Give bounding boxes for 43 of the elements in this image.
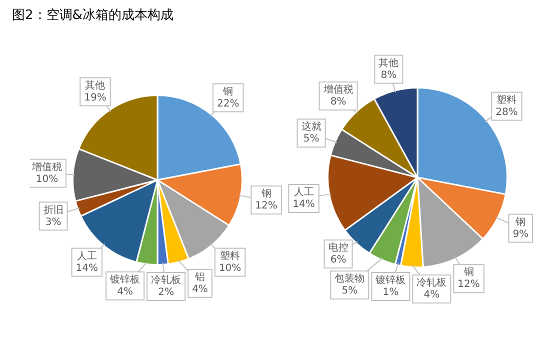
data-label: 14% — [76, 262, 98, 274]
data-label: 10% — [36, 174, 58, 185]
data-label: 2% — [158, 287, 174, 298]
data-label: 8% — [380, 70, 397, 81]
slice-label: 人工 — [294, 187, 314, 198]
slice-label: 增值税 — [322, 84, 354, 96]
data-label: 28% — [496, 106, 518, 118]
data-label: 6% — [330, 254, 346, 266]
data-label: 10% — [218, 262, 242, 274]
slice-label: 包装物 — [334, 272, 365, 285]
slice-label: 钢 — [260, 188, 272, 200]
slice-label: 塑料 — [496, 94, 517, 106]
slice-label: 钢 — [514, 216, 526, 228]
slice-label: 镀锌板 — [109, 274, 140, 286]
data-label: 3% — [45, 216, 62, 228]
slice-label: 电控 — [328, 242, 348, 254]
data-label: 1% — [382, 287, 399, 298]
data-label: 12% — [458, 279, 480, 290]
slice-label: 冷轧板 — [416, 276, 447, 289]
slice-label: 塑料 — [220, 250, 240, 262]
data-label: 19% — [84, 92, 106, 104]
slice-label: 增值税 — [30, 160, 62, 173]
data-label: 9% — [512, 228, 529, 240]
slice-label: 其他 — [378, 56, 399, 69]
slice-label: 人工 — [76, 250, 97, 262]
data-label: 5% — [342, 286, 358, 297]
slice-label: 铜 — [222, 86, 234, 98]
data-label: 8% — [330, 96, 346, 108]
chart-title: 图2：空调&冰箱的成本构成 — [12, 7, 174, 24]
data-label: 22% — [216, 98, 240, 110]
slice-label: 冷轧板 — [151, 274, 182, 286]
slice-label: 折旧 — [43, 204, 64, 216]
data-label: 12% — [255, 200, 278, 212]
slice-label: 其他 — [85, 79, 106, 92]
slice-label: 这就 — [301, 120, 322, 133]
data-label: 14% — [292, 199, 315, 210]
data-label: 4% — [117, 286, 134, 298]
slice-label: 铝 — [194, 272, 206, 283]
data-label: 4% — [192, 284, 208, 295]
data-label: 5% — [303, 134, 320, 145]
data-label: 4% — [424, 290, 440, 301]
slice-label: 铜 — [462, 267, 474, 278]
slice-label: 镀锌板 — [374, 274, 406, 286]
